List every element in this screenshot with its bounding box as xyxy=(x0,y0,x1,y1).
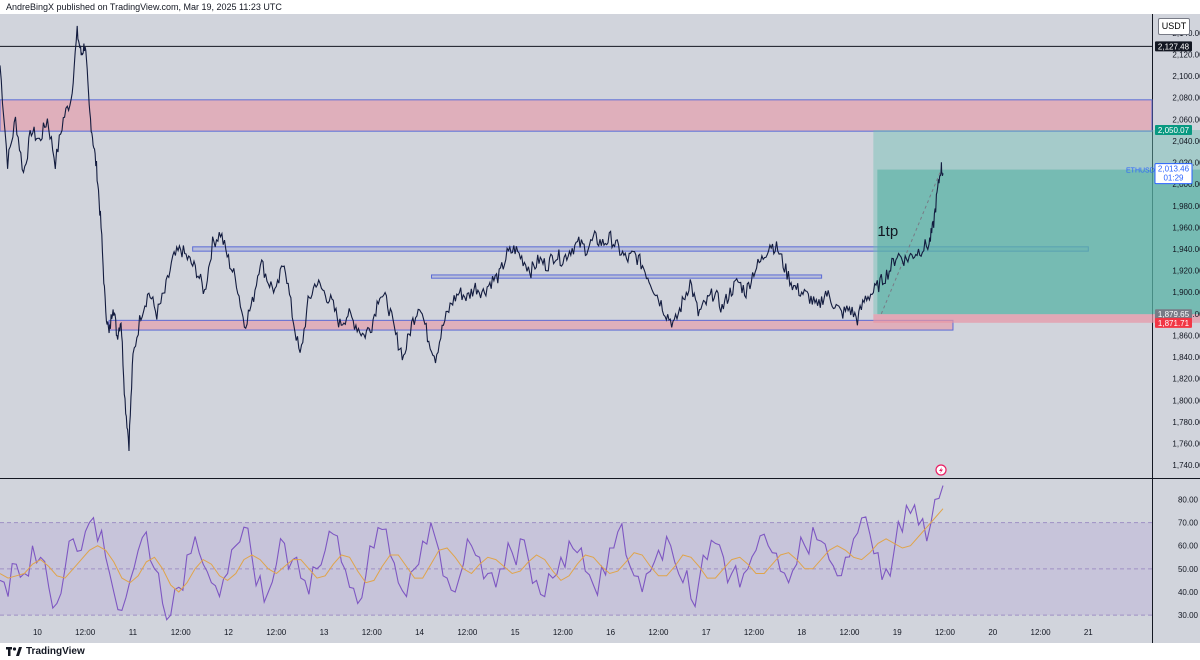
price-axis[interactable] xyxy=(1152,14,1200,643)
price-tick-label: 1,840.00 xyxy=(1172,353,1200,362)
time-tick-label: 10 xyxy=(33,628,42,637)
price-tick-label: 1,740.00 xyxy=(1172,461,1200,470)
time-tick-label: 13 xyxy=(320,628,329,637)
publisher-bar: AndreBingX published on TradingView.com,… xyxy=(0,0,1200,14)
stop-price-label-bg xyxy=(1155,317,1192,328)
price-series[interactable] xyxy=(0,25,944,452)
currency-unit-button[interactable]: USDT xyxy=(1158,18,1190,35)
rsi-ma-series[interactable] xyxy=(0,508,944,593)
price-tick-label: 2,060.00 xyxy=(1172,115,1200,124)
price-tick-label: 1,820.00 xyxy=(1172,375,1200,384)
target-price-label: 2,050.07 xyxy=(1158,126,1190,135)
time-tick-label: 12:00 xyxy=(171,628,192,637)
price-tick-label: 1,780.00 xyxy=(1172,418,1200,427)
countdown-label: 01:29 xyxy=(1163,174,1184,183)
footer-bar: TradingView xyxy=(0,643,1200,660)
rsi-tick-label: 50.00 xyxy=(1178,565,1199,574)
rsi-tick-label: 30.00 xyxy=(1178,611,1199,620)
current-price-label: 2,013.46 xyxy=(1158,165,1190,174)
filled-target-zone xyxy=(877,169,1200,315)
time-tick-label: 12:00 xyxy=(457,628,478,637)
supply-zone[interactable] xyxy=(0,99,1153,132)
time-tick-label: 12:00 xyxy=(935,628,956,637)
rsi-tick-label: 40.00 xyxy=(1178,588,1199,597)
high-price-label-bg xyxy=(1155,41,1192,52)
footer-brand: TradingView xyxy=(26,646,85,657)
time-tick-label: 15 xyxy=(511,628,520,637)
publisher-text: AndreBingX published on TradingView.com,… xyxy=(6,2,282,12)
time-tick-label: 12:00 xyxy=(266,628,287,637)
price-tick-label: 2,040.00 xyxy=(1172,137,1200,146)
current-price-box xyxy=(1154,163,1193,185)
stop-price-label: 1,871.71 xyxy=(1158,319,1190,328)
rsi-tick-label: 80.00 xyxy=(1178,495,1199,504)
target-label-1tp: 1tp xyxy=(877,223,898,240)
entry-price-label-bg xyxy=(1155,309,1192,320)
rsi-series[interactable] xyxy=(0,485,944,621)
rsi-tick-label: 60.00 xyxy=(1178,542,1199,551)
price-tick-label: 2,080.00 xyxy=(1172,94,1200,103)
price-tick-label: 1,980.00 xyxy=(1172,202,1200,211)
price-tick-label: 1,800.00 xyxy=(1172,396,1200,405)
price-tick-label: 1,760.00 xyxy=(1172,440,1200,449)
time-tick-label: 19 xyxy=(893,628,902,637)
entry-price-label: 1,879.65 xyxy=(1158,310,1190,319)
time-tick-label: 12:00 xyxy=(553,628,574,637)
symbol-label: ETHUSDT xyxy=(1126,168,1160,175)
price-tick-label: 2,120.00 xyxy=(1172,50,1200,59)
position-path-line xyxy=(880,169,942,315)
time-tick-label: 12:00 xyxy=(75,628,96,637)
price-tick-label: 2,020.00 xyxy=(1172,159,1200,168)
time-tick-label: 12:00 xyxy=(839,628,860,637)
time-tick-label: 18 xyxy=(797,628,806,637)
time-tick-label: 12:00 xyxy=(744,628,765,637)
time-tick-label: 11 xyxy=(129,628,138,637)
price-tick-label: 1,960.00 xyxy=(1172,223,1200,232)
high-price-label: 2,127.48 xyxy=(1158,42,1190,51)
price-tick-label: 2,100.00 xyxy=(1172,72,1200,81)
support-zone[interactable] xyxy=(108,319,954,331)
price-chart[interactable]: 1tp 1,740.00 1,760.00 1,780.00 1,800.00 1,820… xyxy=(0,14,1200,643)
time-tick-label: 16 xyxy=(606,628,615,637)
price-tick-label: 1,900.00 xyxy=(1172,288,1200,297)
time-tick-label: 14 xyxy=(415,628,424,637)
price-tick-label: 2,000.00 xyxy=(1172,180,1200,189)
lightning-icon xyxy=(939,467,944,474)
time-tick-label: 12:00 xyxy=(362,628,383,637)
time-tick-label: 20 xyxy=(988,628,997,637)
time-tick-label: 17 xyxy=(702,628,711,637)
time-tick-label: 12:00 xyxy=(648,628,669,637)
target-price-label-bg xyxy=(1155,125,1192,136)
tradingview-logo-icon xyxy=(6,647,22,656)
resistance-box-2[interactable] xyxy=(431,274,823,279)
time-tick-label: 21 xyxy=(1084,628,1093,637)
stop-zone[interactable] xyxy=(873,314,1200,323)
price-tick-label: 1,920.00 xyxy=(1172,267,1200,276)
price-tick-label: 1,940.00 xyxy=(1172,245,1200,254)
price-tick-label: 1,860.00 xyxy=(1172,331,1200,340)
rsi-tick-label: 70.00 xyxy=(1178,519,1199,528)
time-tick-label: 12:00 xyxy=(1031,628,1052,637)
time-tick-label: 12 xyxy=(224,628,233,637)
